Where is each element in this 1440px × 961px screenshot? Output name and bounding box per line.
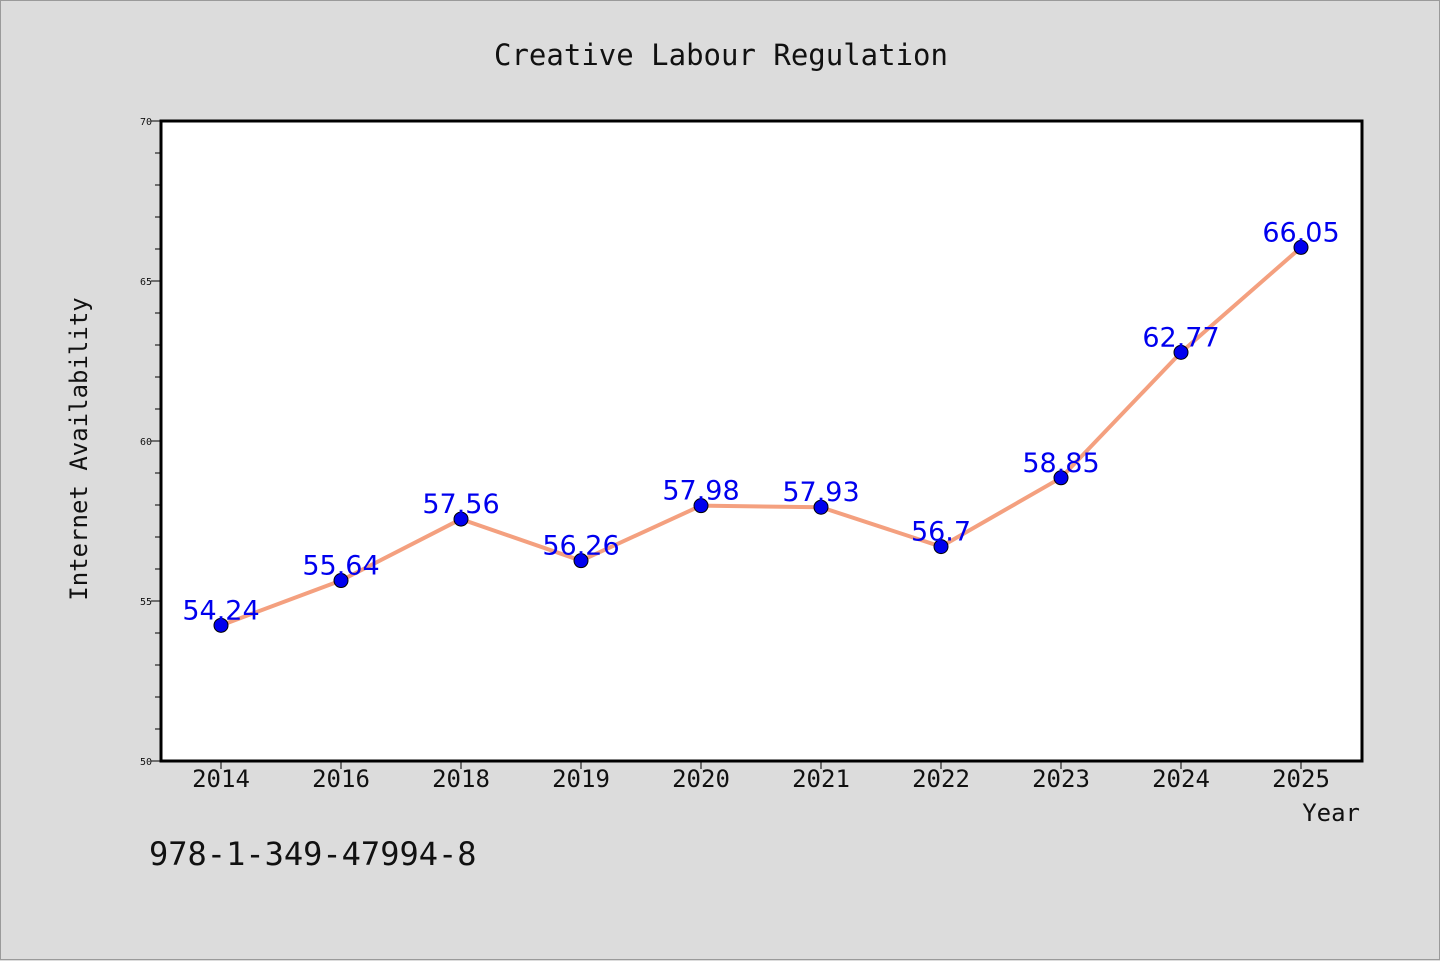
- data-label: 66.05: [1262, 217, 1339, 248]
- data-label: 54.24: [182, 595, 259, 626]
- y-axis-label: Internet Availability: [65, 297, 93, 600]
- x-axis: 2014 2016 2018 2019 2020 2021 2022 2023 2024 2025: [192, 761, 1330, 793]
- y-tick-label: 60: [140, 437, 152, 448]
- series-line: [220, 245, 1303, 628]
- data-point: [1053, 470, 1069, 486]
- y-tick-label: 50: [140, 757, 152, 768]
- data-point: [813, 499, 829, 515]
- data-point: [693, 498, 709, 514]
- data-label: 57.56: [422, 489, 499, 520]
- data-label: 57.98: [662, 476, 739, 507]
- y-tick-label: 65: [140, 277, 152, 288]
- data-label: 58.85: [1022, 448, 1099, 479]
- y-axis: 50 55 60 65 70: [140, 117, 161, 768]
- data-point: [933, 539, 949, 555]
- x-tick-label: 2014: [192, 765, 250, 793]
- data-point: [573, 553, 589, 569]
- x-tick-label: 2024: [1152, 765, 1210, 793]
- data-label: 56.7: [911, 517, 971, 548]
- series-layer: 54.24 55.64 57.56 56.26 57.98 57.93 56.7 58.85 6…: [182, 217, 1340, 633]
- x-tick-label: 2020: [672, 765, 730, 793]
- data-label: 55.64: [302, 551, 379, 582]
- x-tick-label: 2023: [1032, 765, 1090, 793]
- data-label: 56.26: [542, 531, 619, 562]
- data-point: [1173, 344, 1189, 360]
- y-tick-label: 55: [140, 597, 152, 608]
- data-point: [333, 573, 349, 589]
- y-tick-label: 70: [140, 117, 152, 128]
- data-point: [213, 617, 229, 633]
- x-tick-label: 2019: [552, 765, 610, 793]
- x-axis-label: Year: [1302, 799, 1360, 827]
- isbn-text: 978-1-349-47994-8: [149, 835, 477, 873]
- x-tick-label: 2025: [1272, 765, 1330, 793]
- chart-title: Creative Labour Regulation: [494, 38, 948, 72]
- data-label: 62.77: [1142, 322, 1219, 353]
- plot-area: [159, 119, 1364, 763]
- x-tick-label: 2018: [432, 765, 490, 793]
- x-tick-label: 2022: [912, 765, 970, 793]
- data-label: 57.93: [782, 477, 859, 508]
- data-point: [1293, 239, 1309, 255]
- x-tick-label: 2016: [312, 765, 370, 793]
- data-point: [453, 511, 469, 527]
- x-tick-label: 2021: [792, 765, 850, 793]
